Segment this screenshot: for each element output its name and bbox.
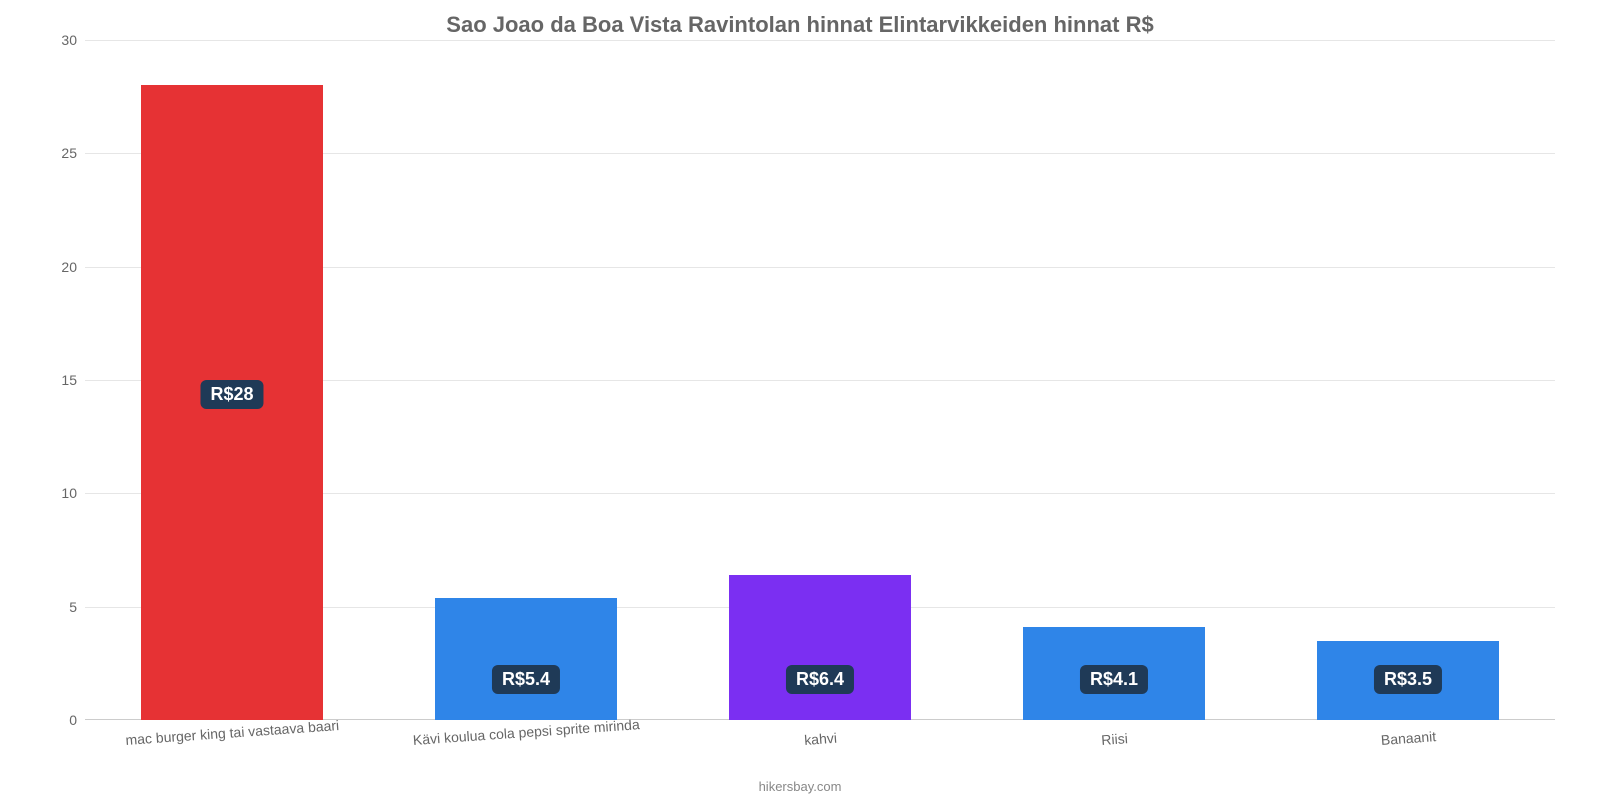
chart-title: Sao Joao da Boa Vista Ravintolan hinnat …	[0, 12, 1600, 38]
bar	[435, 598, 617, 720]
x-axis-label: Riisi	[1101, 730, 1129, 748]
x-axis-label: Banaanit	[1380, 728, 1436, 748]
bar-slot: R$5.4	[379, 40, 673, 720]
y-tick-label: 5	[69, 599, 77, 615]
y-tick-label: 0	[69, 712, 77, 728]
bar-slot: R$28	[85, 40, 379, 720]
value-badge: R$6.4	[786, 665, 854, 694]
x-axis-label: kahvi	[804, 730, 838, 748]
bar-slot: R$3.5	[1261, 40, 1555, 720]
bars-layer: R$28 R$5.4 R$6.4 R$4.1 R$3.5	[85, 40, 1555, 720]
value-badge: R$28	[200, 380, 263, 409]
bar-slot: R$6.4	[673, 40, 967, 720]
y-tick-label: 25	[61, 145, 77, 161]
y-tick-label: 15	[61, 372, 77, 388]
value-badge: R$4.1	[1080, 665, 1148, 694]
y-tick-label: 20	[61, 259, 77, 275]
value-badge: R$3.5	[1374, 665, 1442, 694]
x-axis-label: Kävi koulua cola pepsi sprite mirinda	[412, 716, 640, 748]
y-tick-label: 10	[61, 485, 77, 501]
value-badge: R$5.4	[492, 665, 560, 694]
y-tick-label: 30	[61, 32, 77, 48]
footer-text: hikersbay.com	[759, 779, 842, 794]
chart-container: Sao Joao da Boa Vista Ravintolan hinnat …	[0, 0, 1600, 800]
chart-title-text: Sao Joao da Boa Vista Ravintolan hinnat …	[446, 12, 1153, 37]
footer: hikersbay.com	[0, 779, 1600, 794]
plot-area: R$28R$5.4R$6.4R$4.1R$3.5 051015202530 ma…	[85, 40, 1555, 720]
bar-slot: R$4.1	[967, 40, 1261, 720]
bar	[729, 575, 911, 720]
x-axis-label: mac burger king tai vastaava baari	[125, 717, 340, 748]
